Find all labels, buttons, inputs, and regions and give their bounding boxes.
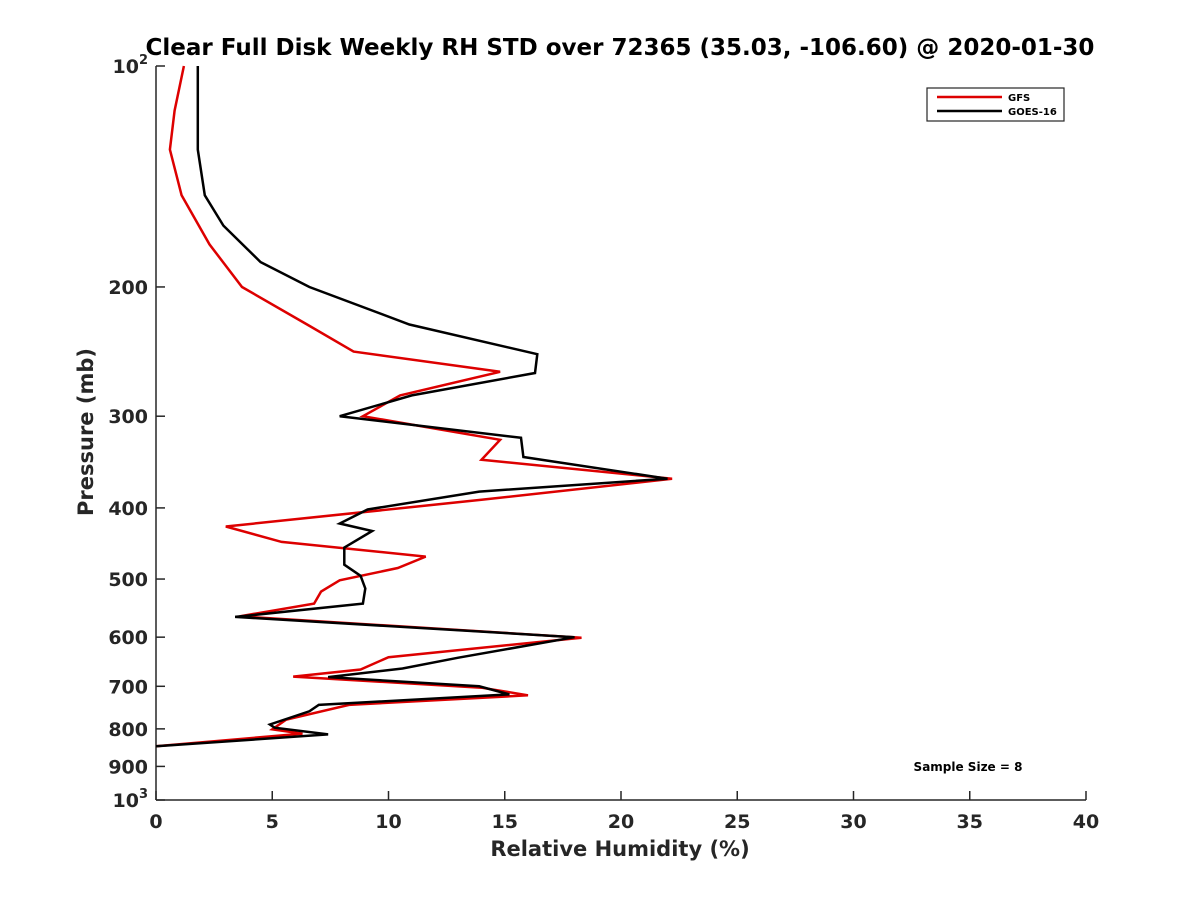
legend: GFS GOES-16 — [926, 87, 1065, 122]
y-tick-label: 300 — [108, 406, 148, 428]
x-axis-label: Relative Humidity (%) — [490, 837, 749, 861]
y-tick-label: 103 — [113, 787, 149, 812]
x-tick-label: 30 — [840, 811, 866, 833]
legend-label-gfs: GFS — [1008, 93, 1030, 104]
y-axis-label: Pressure (mb) — [74, 348, 98, 516]
y-tick-label: 900 — [108, 756, 148, 778]
y-tick-label: 500 — [108, 569, 148, 591]
legend-label-goes-16: GOES-16 — [1008, 107, 1057, 118]
y-tick-label: 200 — [108, 277, 148, 299]
series-line-goes-16 — [155, 66, 668, 748]
x-tick-label: 40 — [1073, 811, 1099, 833]
y-tick-label: 800 — [108, 719, 148, 741]
x-tick-label: 15 — [492, 811, 518, 833]
x-tick-label: 10 — [375, 811, 401, 833]
x-tick-label: 5 — [266, 811, 279, 833]
y-tick-label: 700 — [108, 676, 148, 698]
x-tick-label: 20 — [608, 811, 634, 833]
x-tick-label: 35 — [957, 811, 983, 833]
y-tick-label: 600 — [108, 627, 148, 649]
series-line-gfs — [155, 65, 673, 748]
y-tick-label: 400 — [108, 498, 148, 520]
legend-box — [926, 87, 1065, 122]
x-tick-label: 25 — [724, 811, 750, 833]
chart-title: Clear Full Disk Weekly RH STD over 72365… — [146, 35, 1095, 61]
y-tick-label: 102 — [113, 53, 149, 78]
sample-size-annotation: Sample Size = 8 — [914, 760, 1023, 774]
x-tick-label: 0 — [149, 811, 162, 833]
plot-area: 0 5 10 15 20 25 30 35 40 102 200 300 400 500 600 700 800… — [108, 53, 1099, 833]
